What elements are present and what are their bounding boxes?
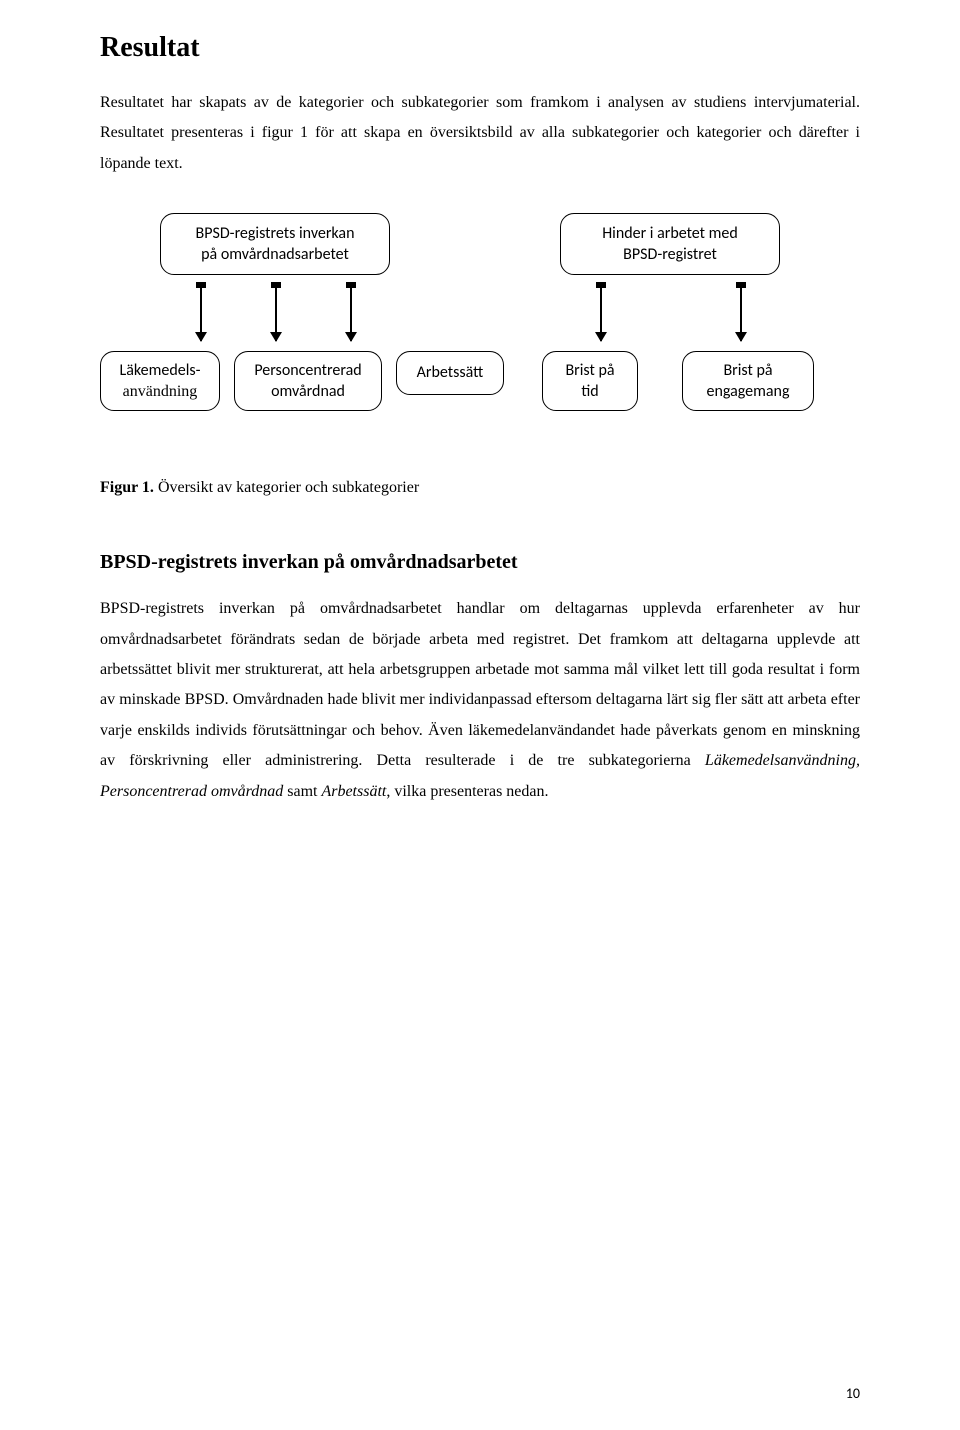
arrow-1 (200, 283, 202, 341)
body-mid: samt (287, 783, 321, 800)
box-brist-tid: Brist påtid (542, 351, 638, 411)
arrow-4 (600, 283, 602, 341)
b1-line2: användning (123, 383, 198, 400)
intro-paragraph: Resultatet har skapats av de kategorier … (100, 88, 860, 179)
box-top-left: BPSD-registrets inverkanpå omvårdnadsarb… (160, 213, 390, 275)
caption-text: Översikt av kategorier och subkategorier (154, 479, 419, 496)
body-paragraph: BPSD-registrets inverkan på omvårdnadsar… (100, 594, 860, 807)
page-heading: Resultat (100, 32, 860, 64)
overview-diagram: BPSD-registrets inverkanpå omvårdnadsarb… (100, 213, 860, 473)
b1-line1: Läkemedels- (119, 361, 200, 380)
box-brist-engagemang: Brist påengagemang (682, 351, 814, 411)
arrow-2 (275, 283, 277, 341)
figure-caption: Figur 1. Översikt av kategorier och subk… (100, 479, 860, 497)
arrow-5 (740, 283, 742, 341)
box-arbetssatt: Arbetssätt (396, 351, 504, 395)
arrow-3 (350, 283, 352, 341)
caption-label: Figur 1. (100, 479, 154, 496)
body-part2: , vilka presenteras nedan. (386, 783, 548, 800)
box-lakemedels: Läkemedels- användning (100, 351, 220, 411)
box-lakemedels-text: Läkemedels- användning (119, 360, 200, 403)
section-subheading: BPSD-registrets inverkan på omvårdnadsar… (100, 551, 860, 574)
page-number: 10 (846, 1385, 860, 1402)
box-top-right: Hinder i arbetet medBPSD-registret (560, 213, 780, 275)
box-personcentrerad: Personcentreradomvårdnad (234, 351, 382, 411)
body-italic2: Arbetssätt (321, 783, 386, 800)
body-part1: BPSD-registrets inverkan på omvårdnadsar… (100, 600, 860, 769)
